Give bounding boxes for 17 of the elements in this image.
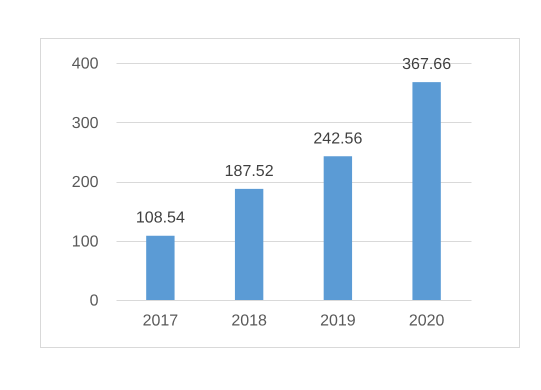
x-tick-label: 2020 (408, 312, 445, 330)
y-tick-label: 300 (72, 114, 99, 132)
data-label: 242.56 (313, 130, 362, 148)
y-tick-label: 200 (72, 174, 99, 191)
x-tick-label: 2017 (142, 312, 178, 330)
x-tick-label: 2019 (320, 312, 356, 330)
x-tick-label: 2018 (231, 312, 268, 330)
y-tick-label: 400 (72, 56, 99, 72)
bar (412, 82, 441, 300)
y-tick-label: 0 (90, 292, 99, 310)
y-tick-label: 100 (72, 233, 99, 250)
bar (324, 156, 352, 300)
bar (234, 188, 264, 300)
data-label: 367.66 (402, 56, 452, 74)
bar (146, 236, 175, 300)
data-label: 187.52 (224, 162, 274, 180)
data-label: 108.54 (136, 210, 185, 227)
